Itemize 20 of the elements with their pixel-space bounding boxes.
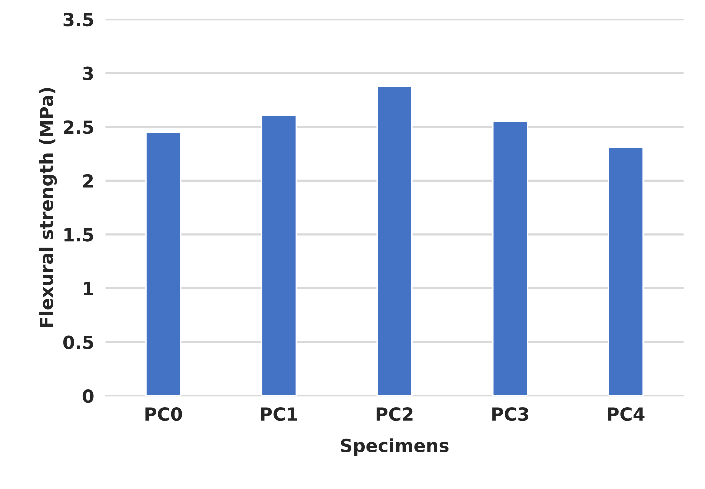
x-tick-label: PC4 [608, 408, 645, 422]
y-tick-label: 1 [84, 282, 94, 296]
y-tick-label: 0.5 [64, 336, 94, 350]
y-tick-label: 3 [83, 66, 94, 80]
bar [146, 132, 182, 396]
y-tick-label: 0 [82, 390, 94, 404]
x-tick-label: PC0 [146, 408, 182, 422]
x-tick-label: PC3 [492, 408, 529, 422]
x-tick-label: PC1 [261, 408, 298, 422]
y-tick-label: 2 [84, 174, 94, 188]
y-tick-label: 2.5 [64, 120, 94, 134]
y-tick-label: 3.5 [64, 13, 94, 27]
bar [608, 146, 644, 396]
y-axis-title: Flexural strength (MPa) [39, 88, 58, 328]
bar [492, 121, 528, 396]
x-tick-label: PC2 [376, 408, 413, 422]
bar [261, 114, 298, 396]
y-tick-label: 1.5 [64, 228, 94, 242]
bar [376, 86, 413, 396]
x-axis-title: Specimens [341, 438, 449, 456]
